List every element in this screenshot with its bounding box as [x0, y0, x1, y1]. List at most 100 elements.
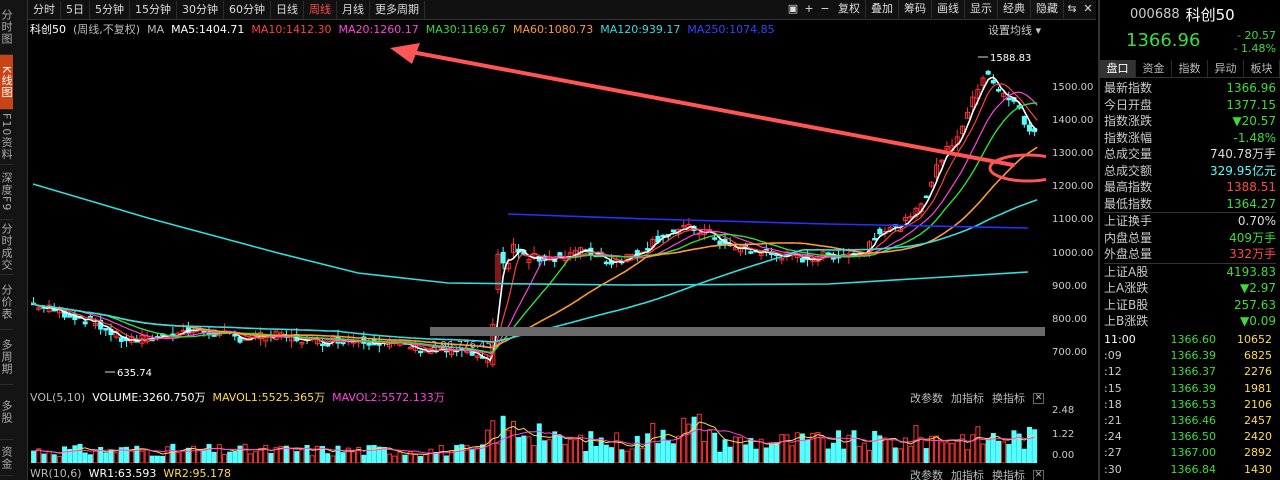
quote-row-label: 最高指数	[1104, 180, 1153, 194]
volume-bar	[129, 450, 135, 463]
edit-params-button[interactable]: 改参数	[910, 392, 943, 405]
period-tab-5[interactable]: 60分钟	[224, 0, 271, 19]
switch-indicator-button[interactable]: 换指标	[992, 392, 1025, 405]
candle-body	[996, 88, 1001, 92]
add-indicator-button[interactable]: 加指标	[951, 392, 984, 405]
zoom-in-icon[interactable]: +	[804, 2, 814, 15]
candle-body	[645, 248, 651, 251]
candle-body	[232, 334, 238, 337]
volume-chart[interactable]	[28, 405, 1046, 463]
volume-bar	[72, 445, 78, 463]
support-band	[430, 327, 1045, 336]
close-icon[interactable]: ✕	[1033, 469, 1044, 480]
ma5-line	[30, 76, 1038, 362]
ma-settings-button[interactable]: 设置均线 ▾	[988, 24, 1042, 37]
volume-bar	[944, 442, 950, 463]
sidebar-item-5[interactable]: 分价表	[0, 275, 13, 330]
quote-row-value: 1388.51	[1226, 180, 1276, 194]
volume-bar	[351, 451, 356, 463]
volume-bar	[144, 449, 150, 463]
quote-row-value: 1364.27	[1226, 196, 1276, 211]
volume-bar	[541, 440, 547, 463]
period-tab-7[interactable]: 周线	[304, 0, 337, 19]
quote-row: 内盘总量 409万手	[1104, 230, 1276, 247]
tick-time: :21	[1104, 413, 1122, 427]
toolbar-button-2[interactable]: 筹码	[899, 0, 932, 18]
volume-bar	[294, 451, 300, 463]
window-icon[interactable]: ▣	[787, 2, 799, 15]
sidebar-item-8[interactable]: 资金	[0, 440, 13, 476]
candle-body	[990, 80, 996, 84]
tick-row: :30 1366.84 1430	[1100, 462, 1280, 478]
sidebar-item-6[interactable]: 多周期	[0, 330, 13, 385]
price-axis-label: 1400.00	[1052, 115, 1094, 127]
switch-indicator-button[interactable]: 换指标	[992, 469, 1025, 480]
period-tab-0[interactable]: 分时	[28, 0, 61, 19]
candle-body	[1026, 124, 1032, 132]
sidebar-item-3[interactable]: 深度F9	[0, 165, 13, 220]
add-indicator-button[interactable]: 加指标	[951, 469, 984, 480]
volume-bar	[1026, 426, 1032, 463]
swap-icon[interactable]: ⇆	[1067, 2, 1077, 15]
sidebar-item-4[interactable]: 分时成交	[0, 220, 13, 275]
ma-label[interactable]: MA	[147, 22, 165, 36]
period-tab-1[interactable]: 5日	[61, 0, 90, 19]
volume-axis-label: 0.00	[1052, 450, 1075, 461]
quote-tab-1[interactable]: 资金	[1136, 60, 1172, 77]
period-tab-6[interactable]: 日线	[271, 0, 304, 19]
volume-bar	[799, 433, 805, 463]
volume-bar	[609, 447, 614, 463]
zoom-out-icon[interactable]: −	[820, 2, 830, 15]
low-price-label: 635.74	[117, 368, 152, 379]
candlestick-chart[interactable]: 1588.83 635.74 2.96-776.45	[28, 38, 1046, 388]
period-tab-2[interactable]: 5分钟	[90, 0, 130, 19]
price-axis-label: 1200.00	[1052, 181, 1094, 193]
ma120-value: MA120:939.17	[600, 22, 681, 36]
panel-divider[interactable]	[1098, 0, 1100, 480]
volume-bar	[510, 421, 516, 463]
toolbar-button-0[interactable]: 复权	[833, 0, 866, 18]
wr-label[interactable]: WR(10,6)	[30, 467, 82, 480]
volume-bar	[712, 432, 718, 463]
period-tab-4[interactable]: 30分钟	[177, 0, 224, 19]
volume-bar	[1021, 448, 1027, 463]
sidebar-item-2[interactable]: F10资料	[0, 110, 13, 165]
volume-bar	[536, 423, 542, 463]
quote-row-value: 4193.83	[1226, 264, 1276, 279]
volume-bar	[552, 431, 558, 463]
volume-bar	[970, 434, 976, 463]
toolbar-button-1[interactable]: 叠加	[866, 0, 899, 18]
quote-tab-0[interactable]: 盘口	[1100, 60, 1136, 77]
toolbar-button-6[interactable]: 隐藏	[1031, 0, 1064, 18]
quote-tab-2[interactable]: 指数	[1172, 60, 1208, 77]
tick-row: :15 1366.39 1981	[1100, 381, 1280, 397]
edit-params-button[interactable]: 改参数	[910, 469, 943, 480]
toolbar-button-3[interactable]: 画线	[932, 0, 965, 18]
toolbar-button-5[interactable]: 经典	[998, 0, 1031, 18]
volume-bar	[903, 437, 909, 463]
period-tab-3[interactable]: 15分钟	[130, 0, 177, 19]
volume-bar	[299, 449, 305, 463]
sidebar-item-1[interactable]: K线图	[0, 55, 13, 110]
period-tab-8[interactable]: 月线	[337, 0, 370, 19]
adjust-mode: (周线,不复权)	[73, 23, 141, 36]
close-icon[interactable]: ✕	[1033, 392, 1044, 404]
sidebar-item-7[interactable]: 多股	[0, 385, 13, 440]
volume-bar	[46, 451, 52, 463]
close-icon[interactable]: ✕	[1083, 2, 1093, 15]
candle-body	[712, 237, 718, 240]
quote-tab-4[interactable]: 板块	[1244, 60, 1280, 77]
volume-bar	[175, 452, 181, 463]
volume-bar	[810, 432, 816, 463]
sidebar-item-0[interactable]: 分时图	[0, 0, 13, 55]
tick-price: 1366.84	[1170, 462, 1217, 476]
ma-settings-label: 设置均线	[988, 24, 1032, 37]
toolbar-button-4[interactable]: 显示	[965, 0, 998, 18]
candle-body	[474, 355, 480, 358]
vol-label[interactable]: VOL(5,10)	[30, 390, 86, 404]
volume-bar	[655, 443, 661, 463]
period-tab-9[interactable]: 更多周期	[370, 0, 425, 19]
toolbar-right-buttons: 复权 叠加 筹码 画线 显示 经典 隐藏	[833, 0, 1064, 20]
volume-bar	[165, 446, 171, 463]
quote-tab-3[interactable]: 异动	[1208, 60, 1244, 77]
